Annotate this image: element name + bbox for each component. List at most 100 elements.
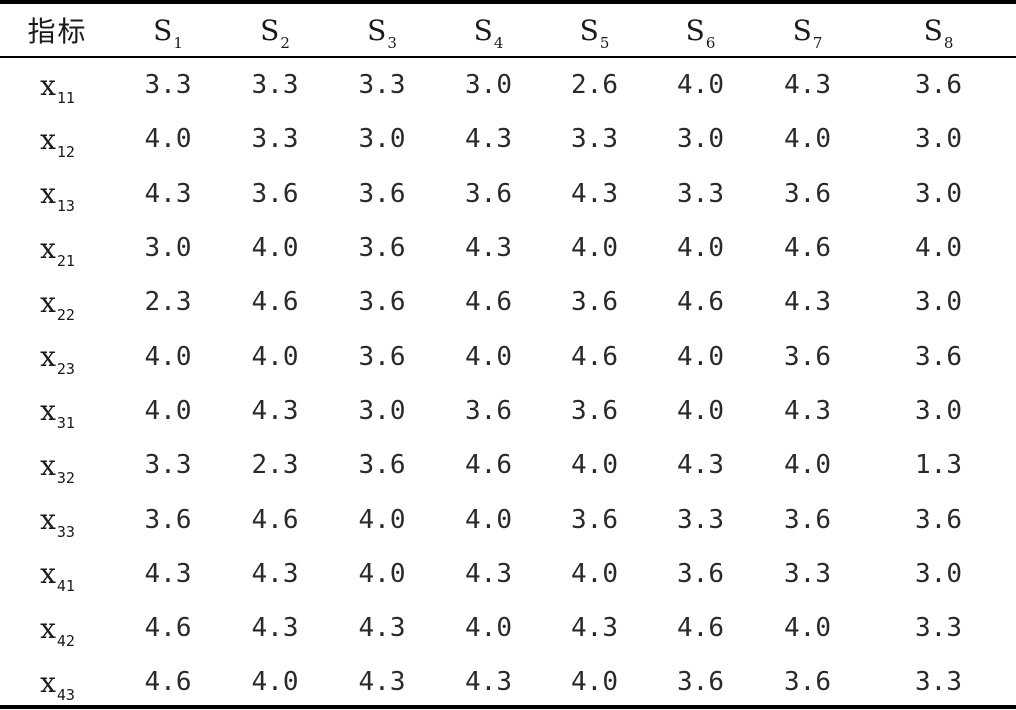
table-cell: 3.6 <box>571 395 618 426</box>
table-cell: 3.0 <box>915 178 962 209</box>
row-label-base: x <box>40 285 56 319</box>
table-cell: 3.6 <box>465 178 512 209</box>
table-cell: 3.6 <box>358 233 406 264</box>
row-label-subscript: 42 <box>56 631 75 650</box>
table-cell: 4.0 <box>465 504 512 535</box>
column-header-subscript: 1 <box>173 33 183 52</box>
column-header-base: S <box>367 13 387 47</box>
row-label: x21 <box>0 221 115 275</box>
table-cell: 3.3 <box>677 504 724 535</box>
table-cell: 4.0 <box>784 450 831 481</box>
row-label-base: x <box>40 340 56 374</box>
row-label: x23 <box>0 329 115 383</box>
row-label-base: x <box>40 122 56 156</box>
table-cell: 4.0 <box>677 341 724 372</box>
data-table: 指标 S1 S2 S3 S4 S5 S6 S7 S8 x11 3.3 3.3 3.3 3.0 2.6 4.… <box>0 4 1016 710</box>
row-label-subscript: 43 <box>56 685 75 704</box>
table-cell: 3.6 <box>465 395 512 426</box>
table-cell: 4.0 <box>571 667 618 698</box>
table-cell: 4.0 <box>784 124 831 155</box>
table-bottom-rule <box>0 705 1016 709</box>
column-header-s6: S6 <box>647 4 754 56</box>
column-header-subscript: 6 <box>705 33 716 52</box>
table-cell: 3.6 <box>571 504 618 535</box>
column-header-subscript: 5 <box>599 33 610 52</box>
table-row: x22 2.3 4.6 3.6 4.6 3.6 4.6 4.3 3.0 <box>0 275 1016 329</box>
table-cell: 3.3 <box>784 558 831 589</box>
table-cell: 4.0 <box>144 124 192 155</box>
column-header-subscript: 8 <box>943 33 954 52</box>
row-label: x33 <box>0 492 115 546</box>
table-cell: 3.0 <box>915 558 962 589</box>
table-cell: 4.0 <box>144 341 192 372</box>
table-cell: 2.3 <box>251 450 299 481</box>
table-cell: 4.0 <box>677 233 724 264</box>
table-cell: 4.3 <box>784 395 831 426</box>
column-header-subscript: 7 <box>812 33 823 52</box>
column-header-s3: S3 <box>329 4 435 56</box>
column-header-s8: S8 <box>861 4 1016 56</box>
table-cell: 4.0 <box>358 558 406 589</box>
table-cell: 4.3 <box>144 558 192 589</box>
table-cell: 2.3 <box>144 287 192 318</box>
table-cell: 4.3 <box>251 395 299 426</box>
table-cell: 3.0 <box>915 287 962 318</box>
table-cell: 3.0 <box>915 124 962 155</box>
table-cell: 3.3 <box>144 450 192 481</box>
row-label-subscript: 22 <box>56 305 75 324</box>
table-cell: 4.0 <box>677 395 724 426</box>
header-row: 指标 S1 S2 S3 S4 S5 S6 S7 S8 <box>0 4 1016 56</box>
column-header-subscript: 2 <box>280 33 290 52</box>
row-label-subscript: 21 <box>56 251 75 270</box>
row-label: x31 <box>0 384 115 438</box>
table-cell: 1.3 <box>915 450 962 481</box>
table-cell: 3.0 <box>144 233 192 264</box>
column-header-base: S <box>260 13 280 47</box>
table-cell: 4.3 <box>144 178 192 209</box>
row-label-base: x <box>40 611 56 645</box>
row-label-subscript: 33 <box>56 523 75 542</box>
table-row: x33 3.6 4.6 4.0 4.0 3.6 3.3 3.6 3.6 <box>0 492 1016 546</box>
table-cell: 4.6 <box>144 667 192 698</box>
table-cell: 3.6 <box>677 667 724 698</box>
table-cell: 3.6 <box>784 504 831 535</box>
row-label-base: x <box>40 448 56 482</box>
column-header-s2: S2 <box>221 4 329 56</box>
table-cell: 3.3 <box>144 70 192 101</box>
table-cell: 4.6 <box>251 287 299 318</box>
table-cell: 4.3 <box>571 613 618 644</box>
row-label: x41 <box>0 547 115 601</box>
table-cell: 4.3 <box>251 558 299 589</box>
row-label-base: x <box>40 231 56 265</box>
column-header-base: S <box>792 13 812 47</box>
column-header-s4: S4 <box>435 4 542 56</box>
table-cell: 3.6 <box>358 178 406 209</box>
row-label: x11 <box>0 56 115 112</box>
row-label-subscript: 12 <box>56 142 75 161</box>
table-cell: 4.0 <box>465 341 512 372</box>
row-label: x42 <box>0 601 115 655</box>
row-label-base: x <box>40 665 56 699</box>
row-label: x43 <box>0 655 115 709</box>
column-header-base: S <box>579 13 599 47</box>
row-label-subscript: 23 <box>56 360 75 379</box>
table-cell: 4.3 <box>465 667 512 698</box>
table-cell: 4.0 <box>144 395 192 426</box>
row-label-subscript: 13 <box>56 197 75 216</box>
table-cell: 4.0 <box>571 233 618 264</box>
table-cell: 4.6 <box>465 450 512 481</box>
table-cell: 3.6 <box>144 504 192 535</box>
table-cell: 3.6 <box>677 558 724 589</box>
column-header-s7: S7 <box>754 4 861 56</box>
row-label-base: x <box>40 503 56 537</box>
row-label-subscript: 11 <box>56 88 75 107</box>
table-cell: 3.0 <box>465 70 512 101</box>
table-cell: 3.6 <box>571 287 618 318</box>
table-cell: 3.6 <box>915 341 962 372</box>
table-cell: 3.3 <box>915 667 962 698</box>
table-row: x12 4.0 3.3 3.0 4.3 3.3 3.0 4.0 3.0 <box>0 112 1016 166</box>
table-top-rule <box>0 0 1016 4</box>
table-cell: 3.6 <box>358 341 406 372</box>
column-header-s5: S5 <box>542 4 647 56</box>
column-header-subscript: 3 <box>387 33 397 52</box>
